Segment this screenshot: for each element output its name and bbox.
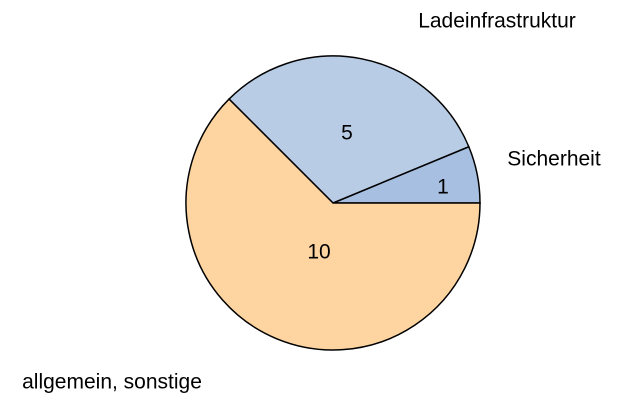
value-label: 5 bbox=[341, 122, 353, 145]
value-label: 1 bbox=[437, 176, 449, 199]
pie-slice bbox=[185, 97, 481, 351]
pie-slice bbox=[227, 55, 470, 204]
category-label: allgemein, sonstige bbox=[22, 371, 202, 394]
value-label: 10 bbox=[307, 241, 330, 264]
category-label: Ladeinfrastruktur bbox=[418, 10, 576, 33]
category-label: Sicherheit bbox=[507, 148, 601, 171]
